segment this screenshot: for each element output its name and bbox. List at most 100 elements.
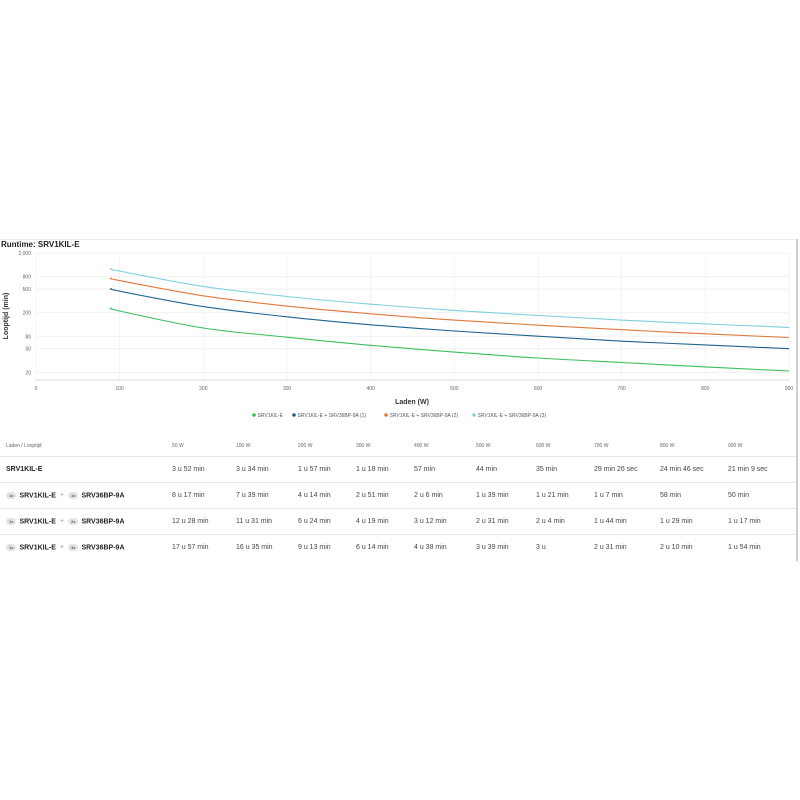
chart-title: Runtime: SRV1KIL-E xyxy=(1,240,80,249)
legend-item-4[interactable]: SRV1KIL-E + SRV36BP-9A (3) xyxy=(472,413,546,419)
runtime-cell: 44 min xyxy=(470,456,530,483)
legend-label: SRV1KIL-E + SRV36BP-9A (3) xyxy=(478,413,547,419)
runtime-cell: 11 u 31 min xyxy=(230,508,292,535)
quantity-badge: 1x xyxy=(67,491,79,499)
runtime-cell: 1 u 18 min xyxy=(350,456,408,483)
legend-marker xyxy=(384,413,388,417)
x-axis-label: Laden (W) xyxy=(395,399,429,406)
series-line-3[interactable] xyxy=(109,277,790,339)
runtime-cell: 4 u 14 min xyxy=(292,482,350,509)
legend-item-2[interactable]: SRV1KIL-E + SRV36BP-9A (1) xyxy=(292,413,366,419)
plus-sign: + xyxy=(59,544,64,552)
configuration-cell: 1x SRV1KIL-E +2x SRV36BP-9A xyxy=(0,508,166,535)
runtime-chart: 0 100 200 300 400 500 600 700 800 900 2,000 800 500… xyxy=(3,251,794,419)
runtime-cell: 17 u 57 min xyxy=(166,534,230,560)
x-tick-label: 600 xyxy=(534,386,543,392)
column-header: 700 W xyxy=(594,443,609,449)
x-tick-label: 300 xyxy=(283,386,292,392)
column-header: 900 W xyxy=(728,443,743,449)
runtime-cell: 3 u 12 min xyxy=(408,508,470,535)
x-tick-label: 200 xyxy=(199,386,208,392)
quantity-badge: 3x xyxy=(67,543,79,551)
y-axis-label: Looptijd (min) xyxy=(3,293,10,340)
column-header: 200 W xyxy=(298,443,313,449)
column-header: 500 W xyxy=(476,443,491,449)
x-tick-label: 100 xyxy=(115,386,124,392)
x-tick-label: 900 xyxy=(785,386,794,392)
model-name: SRV1KIL-E xyxy=(6,466,43,473)
battery-name: SRV36BP-9A xyxy=(81,544,125,552)
runtime-cell: 24 min 46 sec xyxy=(654,456,722,483)
legend-label: SRV1KIL-E + SRV36BP-9A (2) xyxy=(390,413,459,419)
runtime-cell: 2 u 31 min xyxy=(588,534,654,560)
y-tick-label: 80 xyxy=(25,334,31,340)
header-first: Laden / Looptijd xyxy=(6,443,42,449)
quantity-badge: 1x xyxy=(6,491,17,499)
runtime-cell: 12 u 28 min xyxy=(166,508,230,535)
runtime-cell: 3 u 52 min xyxy=(166,456,230,483)
runtime-cell: 3 u xyxy=(530,534,588,560)
x-tick-label: 500 xyxy=(450,386,459,392)
column-header: 600 W xyxy=(536,443,551,449)
y-tick-label: 200 xyxy=(23,311,32,317)
runtime-cell: 8 u 17 min xyxy=(166,482,230,509)
runtime-cell: 1 u 54 min xyxy=(722,534,796,560)
runtime-cell: 35 min xyxy=(530,456,588,483)
runtime-cell: 2 u 4 min xyxy=(530,508,588,535)
runtime-cell: 1 u 39 min xyxy=(470,482,530,509)
y-tick-label: 500 xyxy=(23,287,32,293)
table-header-row: Laden / Looptijd 50 W 100 W 200 W 300 W 400 … xyxy=(0,436,796,457)
runtime-cell: 9 u 13 min xyxy=(292,534,350,560)
configuration-cell: 1x SRV1KIL-E +3x SRV36BP-9A xyxy=(0,534,166,560)
y-tick-label: 50 xyxy=(25,347,31,353)
runtime-cell: 6 u 14 min xyxy=(350,534,408,560)
legend-label: SRV1KIL-E xyxy=(258,413,284,419)
table-row: 1x SRV1KIL-E +1x SRV36BP-9A 8 u 17 min 7 u 39… xyxy=(0,482,796,509)
runtime-cell: 1 u 17 min xyxy=(722,508,796,535)
column-header: 100 W xyxy=(236,443,251,449)
series-line-1[interactable] xyxy=(109,307,790,372)
legend-label: SRV1KIL-E + SRV36BP-9A (1) xyxy=(298,413,367,419)
table-row: 1x SRV1KIL-E +2x SRV36BP-9A 12 u 28 min 11 u … xyxy=(0,508,796,535)
model-name: SRV1KIL-E xyxy=(19,518,56,526)
runtime-cell: 16 u 35 min xyxy=(230,534,292,560)
legend-marker xyxy=(292,413,296,417)
runtime-cell: 1 u 57 min xyxy=(292,456,350,483)
runtime-cell: 1 u 7 min xyxy=(588,482,654,509)
column-header: 300 W xyxy=(356,443,371,449)
runtime-cell: 58 min xyxy=(654,482,722,509)
battery-name: SRV36BP-9A xyxy=(81,518,125,526)
runtime-cell: 1 u 44 min xyxy=(588,508,654,535)
runtime-cell: 6 u 24 min xyxy=(292,508,350,535)
x-tick-label: 400 xyxy=(366,386,375,392)
column-header: 50 W xyxy=(172,443,184,449)
y-tick-label: 2,000 xyxy=(18,251,31,257)
battery-name: SRV36BP-9A xyxy=(81,492,125,500)
model-name: SRV1KIL-E xyxy=(19,492,56,500)
legend-marker xyxy=(472,413,476,417)
y-tick-label: 20 xyxy=(25,370,31,376)
runtime-cell: 1 u 21 min xyxy=(530,482,588,509)
runtime-cell: 57 min xyxy=(408,456,470,483)
runtime-cell: 50 min xyxy=(722,482,796,509)
runtime-cell: 2 u 51 min xyxy=(350,482,408,509)
runtime-cell: 4 u 19 min xyxy=(350,508,408,535)
legend-item-1[interactable]: SRV1KIL-E xyxy=(252,413,284,419)
quantity-badge: 1x xyxy=(6,517,17,525)
legend-item-3[interactable]: SRV1KIL-E + SRV36BP-9A (2) xyxy=(384,413,458,419)
scrollbar[interactable] xyxy=(796,239,798,561)
runtime-cell: 2 u 6 min xyxy=(408,482,470,509)
series-line-2[interactable] xyxy=(109,287,790,350)
plus-sign: + xyxy=(59,518,64,526)
configuration-cell: SRV1KIL-E xyxy=(0,456,166,483)
runtime-cell: 29 min 26 sec xyxy=(588,456,654,483)
legend-marker xyxy=(252,413,256,417)
runtime-cell: 2 u 10 min xyxy=(654,534,722,560)
x-tick-label: 700 xyxy=(617,386,626,392)
series-line-4[interactable] xyxy=(109,268,790,328)
runtime-cell: 2 u 31 min xyxy=(470,508,530,535)
table-row: SRV1KIL-E 3 u 52 min 3 u 34 min 1 u 57 min 1… xyxy=(0,456,796,483)
plus-sign: + xyxy=(59,492,64,500)
runtime-cell: 4 u 38 min xyxy=(408,534,470,560)
y-tick-label: 800 xyxy=(23,275,32,281)
